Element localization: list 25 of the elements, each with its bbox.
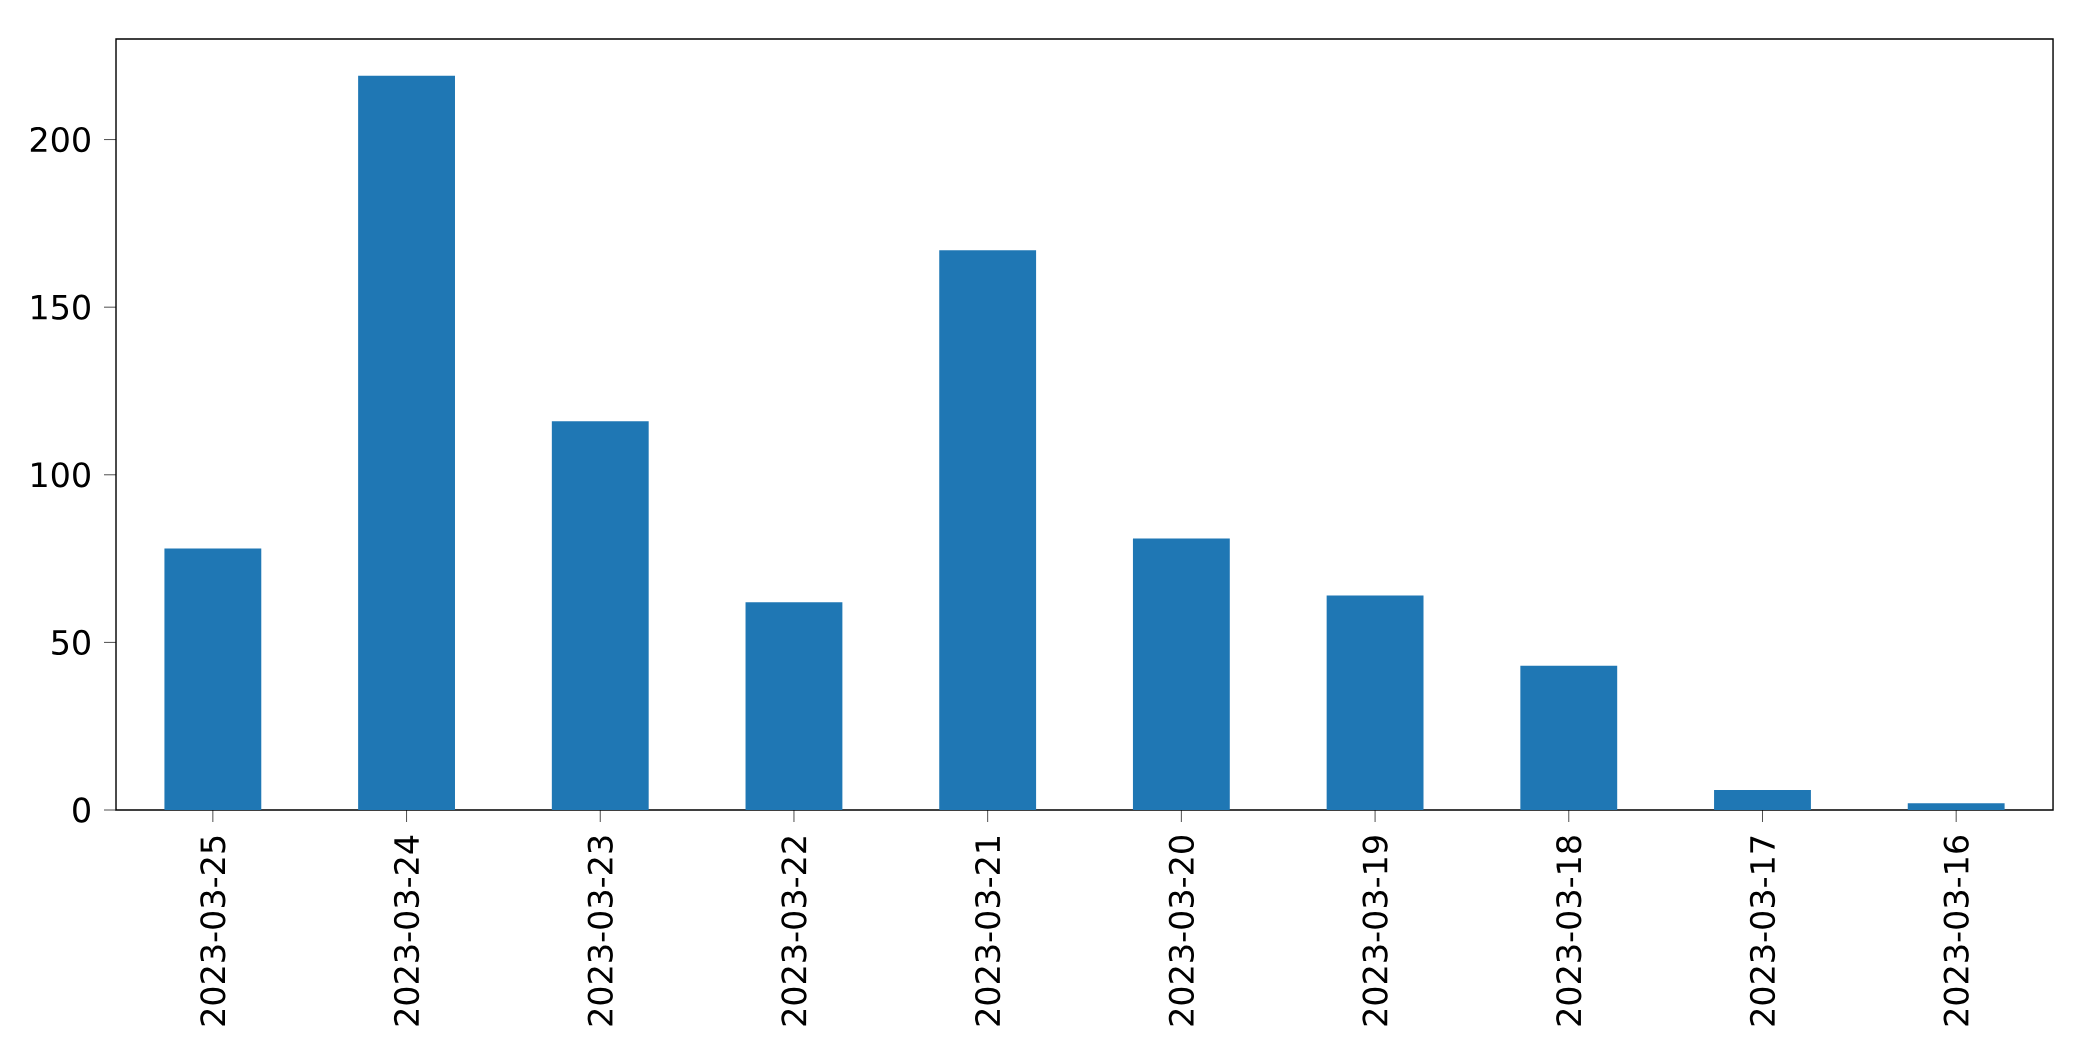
y-tick-label: 200 bbox=[30, 126, 90, 153]
x-tick-label: 2023-03-24 bbox=[393, 835, 420, 1026]
bar bbox=[164, 548, 262, 811]
bar bbox=[1520, 665, 1618, 811]
y-tick-label: 0 bbox=[73, 797, 90, 823]
y-tick-label: 100 bbox=[32, 462, 90, 488]
x-tick-label: 2023-03-23 bbox=[587, 836, 613, 1026]
x-tick-label: 2023-03-16 bbox=[1943, 836, 1969, 1026]
x-tick-label: 2023-03-18 bbox=[1556, 836, 1582, 1026]
x-tick-label: 2023-03-25 bbox=[200, 836, 226, 1026]
x-tick-label: 2023-03-17 bbox=[1749, 836, 1776, 1026]
bar bbox=[1714, 789, 1811, 811]
x-tick-label: 2023-03-22 bbox=[781, 837, 807, 1026]
bar bbox=[1907, 803, 2005, 811]
bar bbox=[551, 421, 649, 811]
y-tick-label: 50 bbox=[52, 629, 90, 656]
bar bbox=[1132, 538, 1230, 811]
x-tick-label: 2023-03-19 bbox=[1362, 836, 1388, 1026]
x-tick-label: 2023-03-20 bbox=[1168, 836, 1195, 1026]
bar bbox=[358, 75, 455, 811]
bar bbox=[745, 602, 843, 811]
y-tick-label: 150 bbox=[32, 294, 90, 320]
bar bbox=[939, 250, 1037, 811]
bar bbox=[1326, 595, 1424, 811]
x-tick-label: 2023-03-21 bbox=[975, 836, 1001, 1026]
